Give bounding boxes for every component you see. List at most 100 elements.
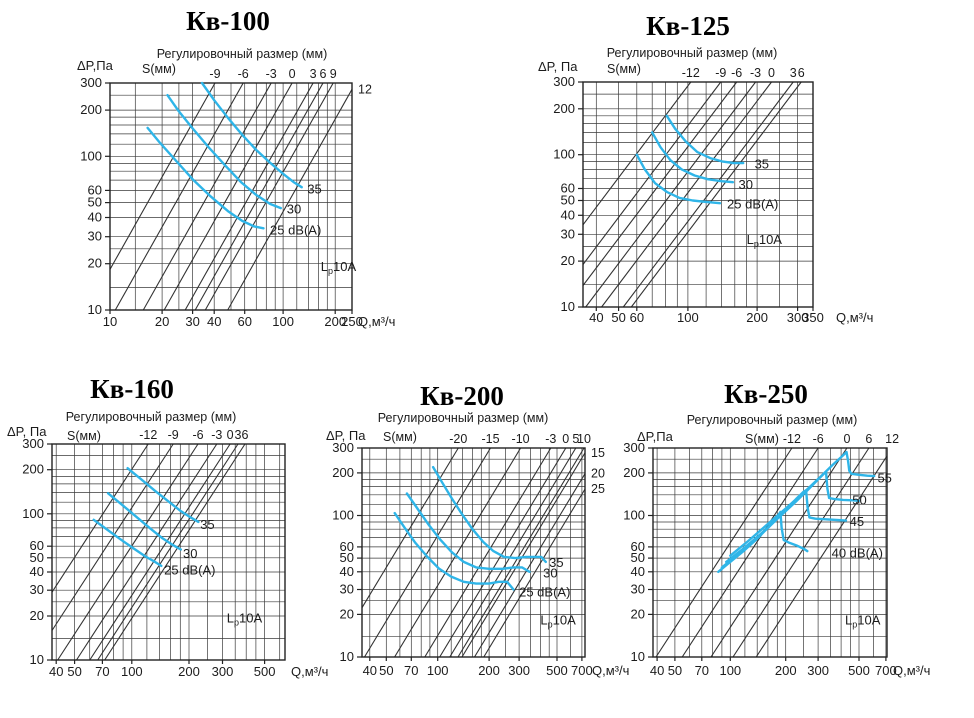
x-tick-label: 100 (677, 310, 699, 325)
s-tick-label: -6 (238, 67, 249, 81)
s-line-20 (474, 473, 586, 658)
s-tick-label: 0 (289, 67, 296, 81)
noise-reference-label: Lp10A (747, 232, 783, 249)
noise-curve-label: 30 (543, 565, 557, 580)
s-line-6 (732, 447, 870, 658)
noise-curve-35 (431, 465, 547, 564)
x-tick-label: 50 (611, 310, 625, 325)
noise-curve-25 (92, 518, 163, 568)
s-line-0 (439, 447, 567, 658)
y-tick-label: 50 (30, 550, 44, 565)
x-tick-label: 500 (848, 663, 870, 678)
s-line-25 (483, 488, 586, 658)
x-tick-label: 60 (630, 310, 644, 325)
x-tick-label: 500 (254, 664, 276, 679)
s-line--3 (142, 82, 272, 311)
s-line--9 (109, 82, 216, 270)
noise-curve-30 (405, 492, 531, 573)
top-axis-label: Регулировочный размер (мм) (157, 47, 327, 61)
s-line--15 (364, 447, 491, 658)
s-line--10 (394, 447, 522, 658)
y-tick-label: 40 (631, 564, 645, 579)
noise-reference-label: Lp10A (540, 612, 576, 629)
y-tick-label: 50 (631, 550, 645, 565)
x-tick-label: 300 (787, 310, 809, 325)
x-tick-label: 200 (746, 310, 768, 325)
top-axis-label: Регулировочный размер (мм) (687, 413, 857, 427)
x-tick-label: 100 (272, 314, 294, 329)
x-axis-label: Q,м³/ч (836, 310, 873, 325)
s-tick-label: 15 (591, 446, 605, 460)
x-tick-label: 100 (121, 664, 143, 679)
s-tick-label: -9 (209, 67, 220, 81)
s-tick-label: -3 (211, 428, 222, 442)
s-tick-label: 6 (865, 432, 872, 446)
s-axis-label: S(мм) (383, 430, 417, 444)
y-axis-label: ΔP,Па (637, 429, 674, 444)
s-tick-label: -12 (783, 432, 801, 446)
y-tick-label: 50 (561, 193, 575, 208)
y-tick-label: 60 (340, 539, 354, 554)
y-tick-label: 60 (30, 538, 44, 553)
s-tick-label: -3 (266, 67, 277, 81)
s-tick-label: -9 (168, 428, 179, 442)
y-tick-label: 100 (80, 148, 102, 163)
y-tick-label: 40 (30, 564, 44, 579)
s-line-5 (449, 447, 577, 658)
x-tick-label: 700 (875, 663, 897, 678)
noise-curve-label: 35 (307, 181, 321, 196)
s-tick-label: 25 (591, 482, 605, 496)
y-tick-label: 100 (553, 147, 575, 162)
noise-curve-label: 25 dB(A) (270, 222, 321, 237)
x-tick-label: 30 (185, 314, 199, 329)
s-line-12 (227, 89, 353, 311)
s-line--9 (582, 81, 722, 265)
y-tick-label: 20 (340, 606, 354, 621)
noise-curve-label: 35 (200, 517, 214, 532)
x-tick-label: 40 (49, 664, 63, 679)
x-tick-label: 500 (546, 663, 568, 678)
x-tick-label: 70 (695, 663, 709, 678)
x-tick-label: 350 (802, 310, 824, 325)
top-axis-label: Регулировочный размер (мм) (607, 46, 777, 60)
s-tick-label: 0 (768, 66, 775, 80)
y-tick-label: 10 (88, 302, 102, 317)
s-tick-label: 0 (562, 432, 569, 446)
plot-border (652, 447, 888, 658)
y-tick-label: 20 (561, 253, 575, 268)
noise-curve-55 (729, 450, 876, 557)
s-tick-label: -3 (545, 432, 556, 446)
y-tick-label: 100 (332, 508, 354, 523)
s-tick-label: 9 (330, 67, 337, 81)
noise-curve-25 (146, 126, 265, 230)
s-tick-label: -20 (449, 432, 467, 446)
s-line-10 (457, 447, 585, 658)
noise-curve-30 (166, 93, 282, 210)
s-axis-label: S(мм) (607, 62, 641, 76)
s-tick-label: 0 (843, 432, 850, 446)
s-tick-label: 0 (227, 428, 234, 442)
s-line--6 (114, 82, 244, 311)
top-axis-label: Регулировочный размер (мм) (378, 411, 548, 425)
y-tick-label: 60 (631, 539, 645, 554)
s-axis-label: S(мм) (67, 429, 101, 443)
y-tick-label: 20 (30, 608, 44, 623)
y-tick-label: 300 (623, 440, 645, 455)
noise-curve-30 (651, 131, 735, 184)
s-tick-label: 12 (358, 82, 372, 96)
chart-kv-100: -9 -6 -3 0 3 6 9 12 35 30 25 dB(A) 10 20 30 40 60 100 200… (77, 47, 395, 329)
s-tick-label: 20 (591, 467, 605, 481)
s-tick-label: 3 (310, 67, 317, 81)
y-tick-label: 60 (561, 180, 575, 195)
s-tick-label: 12 (885, 432, 899, 446)
s-line--12 (582, 81, 692, 226)
y-tick-label: 40 (340, 564, 354, 579)
s-line-0 (710, 447, 848, 658)
s-tick-label: -6 (731, 66, 742, 80)
y-tick-label: 30 (30, 582, 44, 597)
s-line-0 (163, 82, 293, 311)
noise-reference-label: Lp10A (321, 259, 357, 276)
noise-curve-label: 30 (738, 177, 752, 192)
y-tick-label: 50 (88, 195, 102, 210)
s-tick-label: 3 (235, 428, 242, 442)
